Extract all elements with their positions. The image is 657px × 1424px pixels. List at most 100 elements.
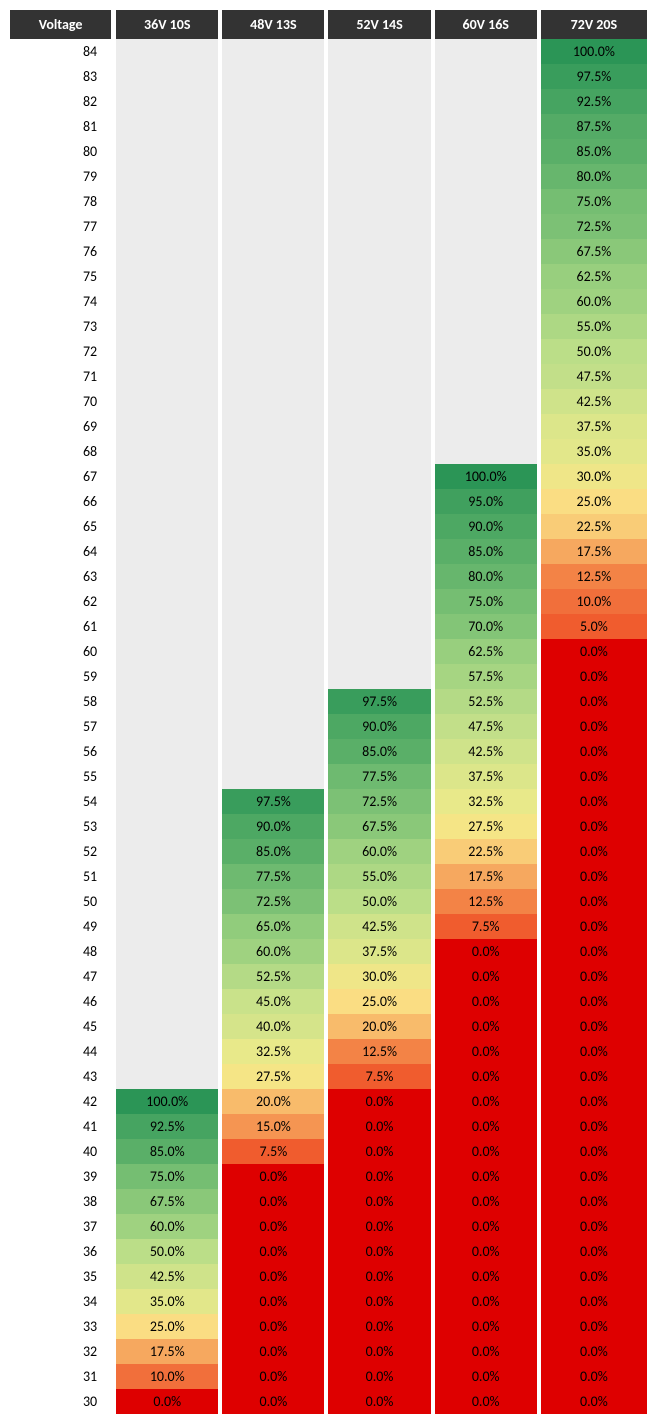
soc-cell: 0.0% (435, 1289, 541, 1314)
soc-cell (222, 589, 328, 614)
soc-cell: 0.0% (541, 1139, 647, 1164)
table-row: 5177.5%55.0%17.5%0.0% (10, 864, 647, 889)
soc-cell: 67.5% (541, 239, 647, 264)
soc-cell: 0.0% (541, 814, 647, 839)
soc-cell: 87.5% (541, 114, 647, 139)
col-header: 36V 10S (116, 10, 222, 39)
voltage-cell: 81 (10, 114, 116, 139)
soc-cell: 0.0% (541, 1014, 647, 1039)
table-row: 4645.0%25.0%0.0%0.0% (10, 989, 647, 1014)
soc-cell (116, 139, 222, 164)
soc-cell: 7.5% (328, 1064, 434, 1089)
soc-cell: 0.0% (541, 889, 647, 914)
soc-cell: 0.0% (435, 1089, 541, 1114)
soc-cell (116, 814, 222, 839)
soc-cell: 72.5% (328, 789, 434, 814)
table-row: 3325.0%0.0%0.0%0.0%0.0% (10, 1314, 647, 1339)
soc-cell (222, 489, 328, 514)
table-row: 5957.5%0.0% (10, 664, 647, 689)
soc-cell: 0.0% (541, 1064, 647, 1089)
table-row: 6275.0%10.0% (10, 589, 647, 614)
table-row: 5685.0%42.5%0.0% (10, 739, 647, 764)
table-row: 84100.0% (10, 39, 647, 64)
table-row: 3435.0%0.0%0.0%0.0%0.0% (10, 1289, 647, 1314)
soc-cell: 60.0% (222, 939, 328, 964)
soc-cell: 0.0% (435, 1164, 541, 1189)
soc-cell: 0.0% (541, 839, 647, 864)
soc-cell: 0.0% (541, 1039, 647, 1064)
voltage-cell: 76 (10, 239, 116, 264)
table-row: 67100.0%30.0% (10, 464, 647, 489)
voltage-cell: 82 (10, 89, 116, 114)
soc-cell: 0.0% (328, 1239, 434, 1264)
soc-cell: 25.0% (328, 989, 434, 1014)
soc-cell: 85.0% (541, 139, 647, 164)
soc-cell (328, 564, 434, 589)
soc-cell: 20.0% (222, 1089, 328, 1114)
table-row: 6485.0%17.5% (10, 539, 647, 564)
soc-cell: 0.0% (328, 1214, 434, 1239)
soc-cell: 0.0% (328, 1114, 434, 1139)
voltage-cell: 43 (10, 1064, 116, 1089)
table-row: 5390.0%67.5%27.5%0.0% (10, 814, 647, 839)
soc-cell: 75.0% (116, 1164, 222, 1189)
table-row: 6170.0%5.0% (10, 614, 647, 639)
table-row: 3217.5%0.0%0.0%0.0%0.0% (10, 1339, 647, 1364)
soc-cell: 0.0% (328, 1264, 434, 1289)
soc-cell: 0.0% (328, 1364, 434, 1389)
soc-cell (116, 889, 222, 914)
voltage-cell: 47 (10, 964, 116, 989)
soc-cell (116, 714, 222, 739)
soc-cell (435, 239, 541, 264)
soc-cell (116, 739, 222, 764)
soc-cell (328, 639, 434, 664)
table-row: 3760.0%0.0%0.0%0.0%0.0% (10, 1214, 647, 1239)
soc-cell (222, 664, 328, 689)
soc-cell: 0.0% (435, 1339, 541, 1364)
soc-cell: 0.0% (222, 1289, 328, 1314)
soc-cell: 7.5% (435, 914, 541, 939)
table-body: 84100.0%8397.5%8292.5%8187.5%8085.0%7980… (10, 39, 647, 1414)
voltage-cell: 74 (10, 289, 116, 314)
voltage-cell: 57 (10, 714, 116, 739)
soc-cell: 60.0% (541, 289, 647, 314)
soc-cell: 0.0% (435, 1039, 541, 1064)
soc-cell: 0.0% (328, 1189, 434, 1214)
soc-cell: 45.0% (222, 989, 328, 1014)
voltage-cell: 34 (10, 1289, 116, 1314)
soc-cell (116, 39, 222, 64)
voltage-cell: 80 (10, 139, 116, 164)
soc-cell (222, 189, 328, 214)
soc-cell (116, 964, 222, 989)
soc-cell: 0.0% (435, 1239, 541, 1264)
soc-cell: 57.5% (435, 664, 541, 689)
soc-cell: 0.0% (541, 914, 647, 939)
soc-cell: 0.0% (541, 1239, 647, 1264)
soc-cell (222, 714, 328, 739)
soc-cell (222, 764, 328, 789)
col-header: Voltage (10, 10, 116, 39)
header-row: Voltage 36V 10S 48V 13S 52V 14S 60V 16S … (10, 10, 647, 39)
soc-cell: 80.0% (435, 564, 541, 589)
table-row: 74 60.0% (10, 289, 647, 314)
soc-cell (222, 739, 328, 764)
voltage-cell: 77 (10, 214, 116, 239)
soc-cell (116, 1014, 222, 1039)
soc-cell (222, 264, 328, 289)
voltage-cell: 46 (10, 989, 116, 1014)
table-row: 7980.0% (10, 164, 647, 189)
soc-cell (328, 164, 434, 189)
soc-cell: 0.0% (541, 1264, 647, 1289)
soc-cell (116, 1039, 222, 1064)
soc-cell (222, 314, 328, 339)
soc-cell: 0.0% (328, 1314, 434, 1339)
soc-cell: 25.0% (116, 1314, 222, 1339)
soc-cell: 77.5% (222, 864, 328, 889)
voltage-cell: 41 (10, 1114, 116, 1139)
soc-cell: 12.5% (435, 889, 541, 914)
voltage-cell: 54 (10, 789, 116, 814)
table-row: 6835.0% (10, 439, 647, 464)
voltage-cell: 62 (10, 589, 116, 614)
table-row: 7042.5% (10, 389, 647, 414)
soc-cell: 0.0% (222, 1189, 328, 1214)
